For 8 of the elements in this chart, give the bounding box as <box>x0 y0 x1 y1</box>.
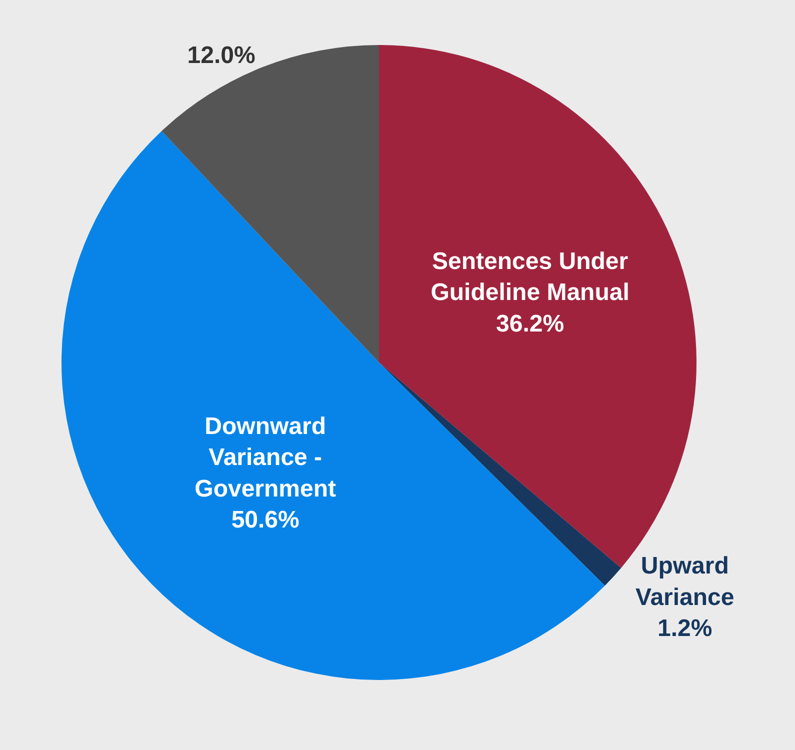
slice-label: Downward Variance - Government <box>194 413 336 502</box>
data-label: 50.6% <box>231 506 300 534</box>
pie-slice <box>162 45 379 362</box>
slice-label: Sentences Under Guideline Manual <box>430 248 630 306</box>
data-label: 36.2% <box>496 310 564 338</box>
data-label: 12.0% <box>187 42 256 70</box>
data-label: 1.2% <box>658 615 712 642</box>
slice-label: Upward Variance <box>636 552 734 611</box>
